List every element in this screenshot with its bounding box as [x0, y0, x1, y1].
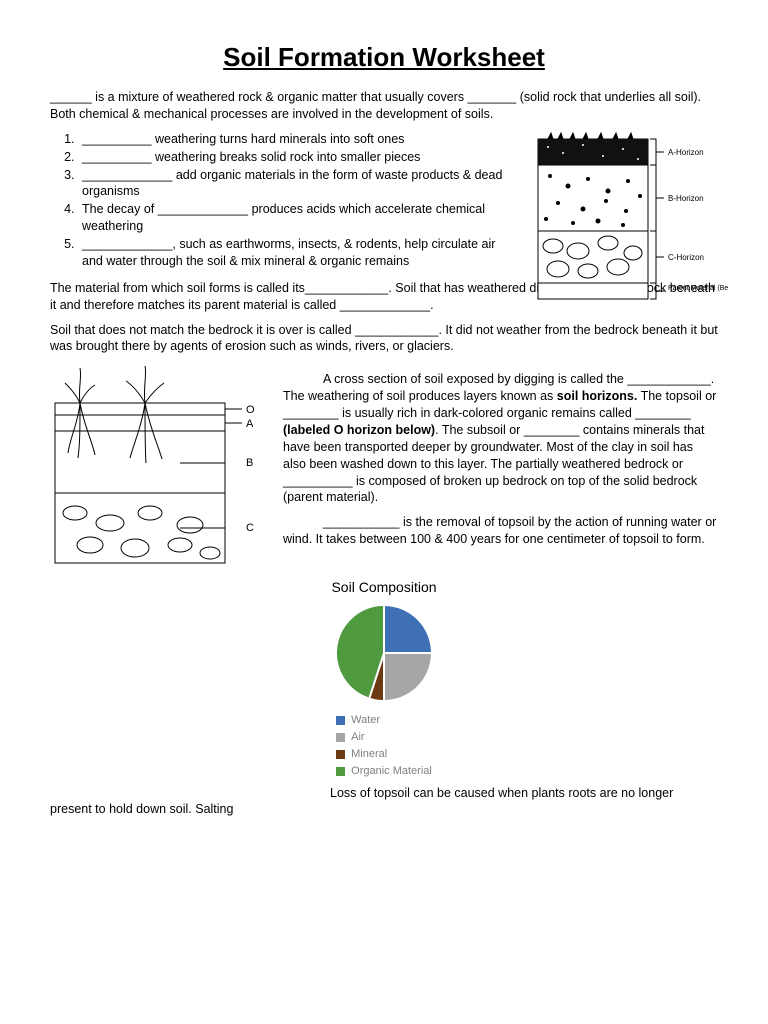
horizon-diagram: A-Horizon B-Horizon C-Horizon Parent Mat…	[528, 131, 728, 306]
list-item: _____________, such as earthworms, insec…	[78, 236, 510, 270]
profile-label-o: O	[246, 404, 255, 416]
numbered-list: __________ weathering turns hard mineral…	[78, 131, 510, 270]
profile-label-a: A	[246, 418, 254, 430]
chart-legend: Water Air Mineral Organic Material	[336, 711, 432, 780]
legend-item: Mineral	[336, 747, 432, 762]
legend-swatch	[336, 750, 345, 759]
list-item: __________ weathering turns hard mineral…	[78, 131, 510, 148]
pie-slice	[384, 653, 432, 701]
profile-label-c: C	[246, 522, 254, 534]
legend-label: Mineral	[351, 747, 387, 762]
bottom-paragraph: Loss of topsoil can be caused when plant…	[50, 785, 718, 819]
list-item: __________ weathering breaks solid rock …	[78, 149, 510, 166]
bold-text: soil horizons.	[557, 389, 638, 403]
horizon-label-b: B-Horizon	[668, 194, 704, 203]
intro-paragraph: ______ is a mixture of weathered rock & …	[50, 89, 718, 123]
profile-label-b: B	[246, 457, 253, 469]
bold-text: (labeled O horizon below)	[283, 423, 435, 437]
list-item: _____________ add organic materials in t…	[78, 167, 510, 201]
pie-chart	[324, 603, 444, 703]
legend-label: Air	[351, 730, 364, 745]
legend-swatch	[336, 733, 345, 742]
legend-label: Water	[351, 713, 380, 728]
paragraph-3: Soil that does not match the bedrock it …	[50, 322, 718, 356]
legend-item: Water	[336, 713, 432, 728]
legend-label: Organic Material	[351, 764, 432, 779]
legend-item: Air	[336, 730, 432, 745]
soil-profile-diagram: O A B C	[50, 363, 265, 568]
pie-slice	[384, 605, 432, 653]
mid-paragraph-1: A cross section of soil exposed by diggi…	[283, 371, 718, 506]
chart-title: Soil Composition	[50, 578, 718, 597]
legend-item: Organic Material	[336, 764, 432, 779]
mid-paragraph-2: ___________ is the removal of topsoil by…	[283, 514, 718, 548]
horizon-label-d: Parent Material (Bedrock)	[668, 285, 728, 292]
legend-swatch	[336, 716, 345, 725]
legend-swatch	[336, 767, 345, 776]
list-item: The decay of _____________ produces acid…	[78, 201, 510, 235]
horizon-label-a: A-Horizon	[668, 148, 704, 157]
horizon-label-c: C-Horizon	[668, 253, 704, 262]
page-title: Soil Formation Worksheet	[50, 40, 718, 75]
